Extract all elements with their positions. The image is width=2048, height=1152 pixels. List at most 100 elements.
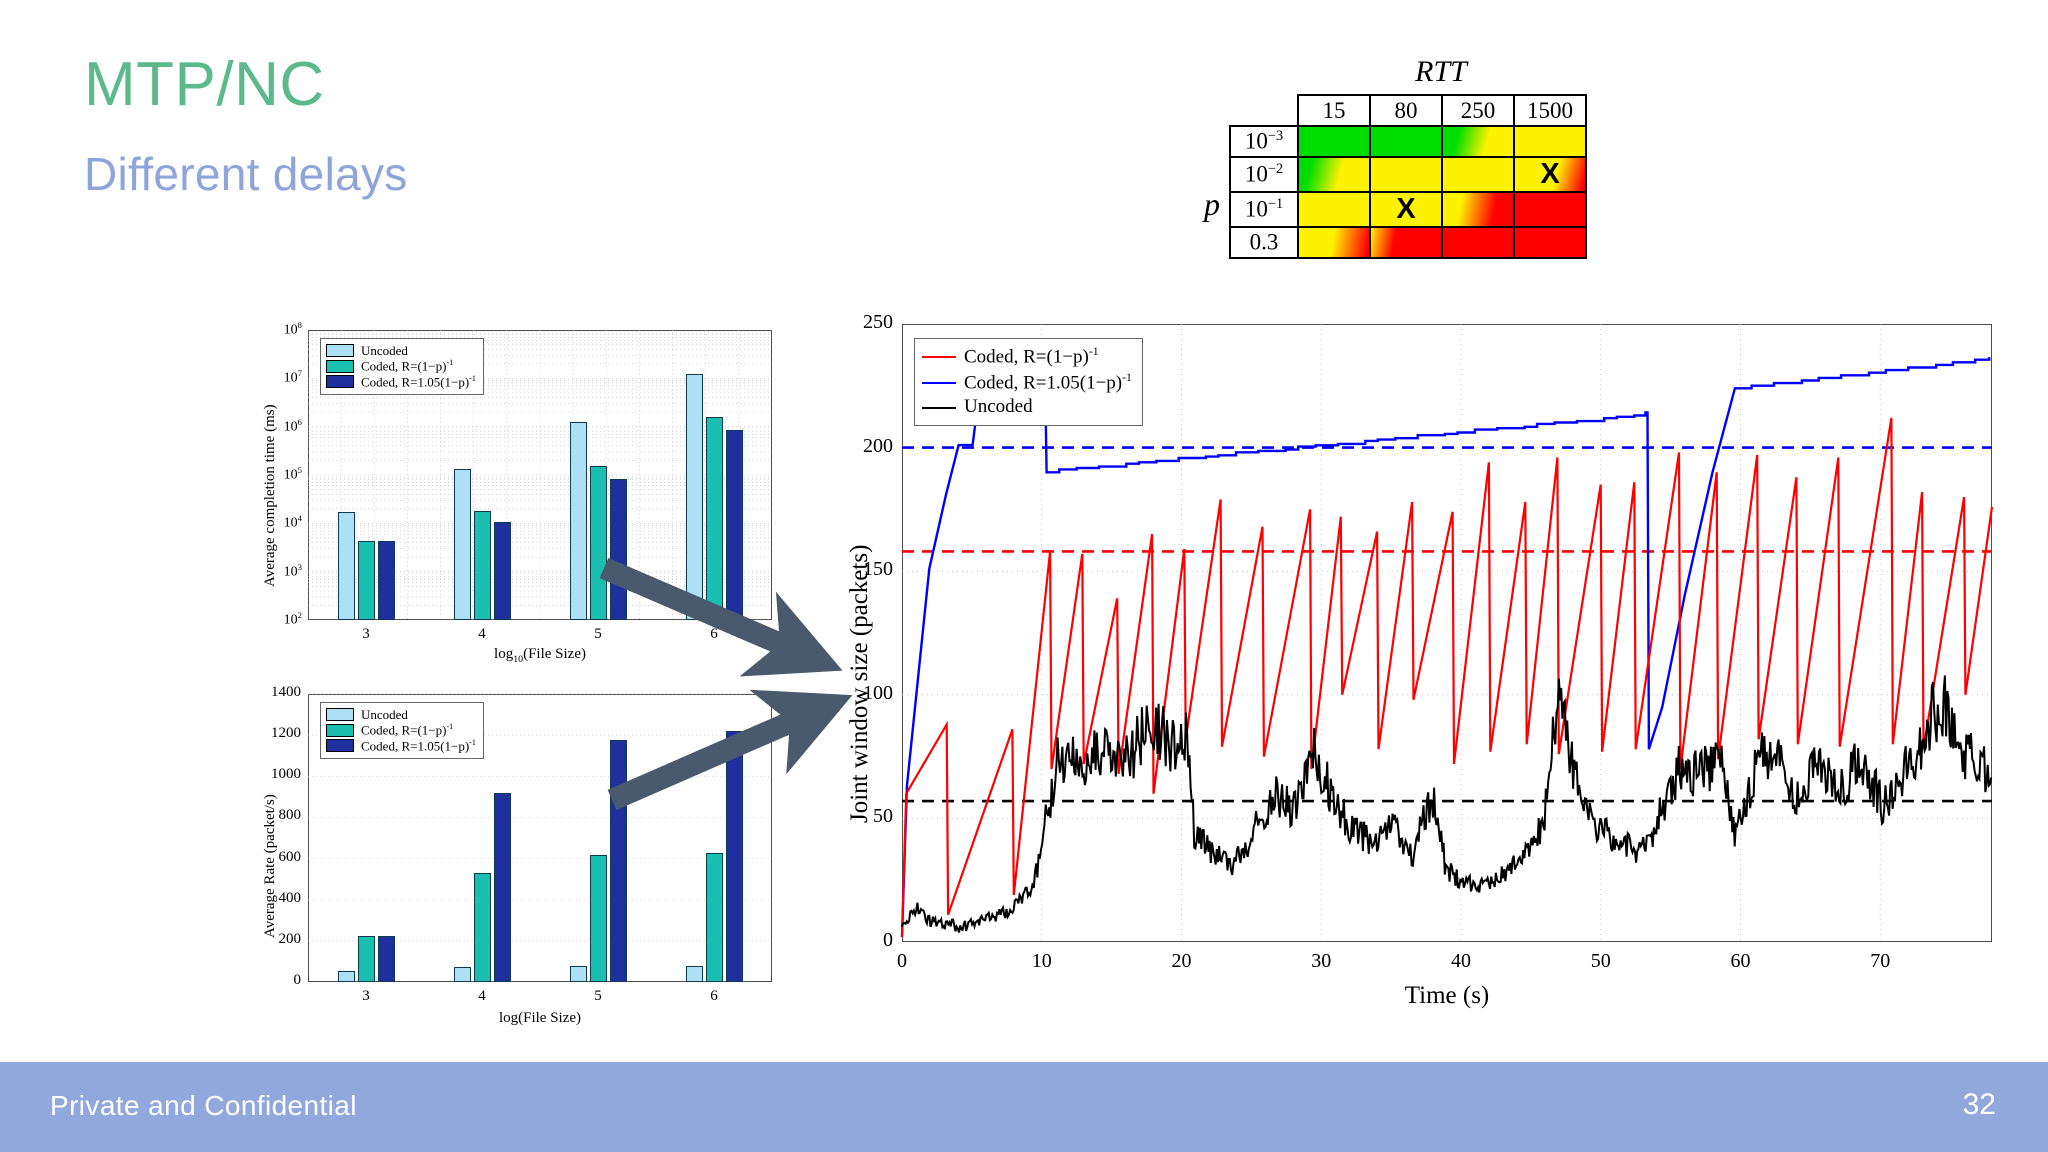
row-label-base: 10 [1244, 161, 1268, 187]
footer-confidentiality-text: Private and Confidential [50, 1090, 357, 1121]
legend-item: Uncoded [326, 343, 476, 358]
bar-coded-r-1-05-1-p-1-6 [725, 731, 743, 982]
ytick-label: 106 [283, 416, 302, 435]
xtick-label: 70 [1870, 950, 1891, 972]
bar-coded-r-1-p-1-5 [589, 854, 607, 982]
bar-coded-r-1-p-1-6 [705, 853, 723, 982]
x-axis-label: log(File Size) [498, 1010, 582, 1026]
rtt-cell-1-2 [1441, 156, 1515, 193]
bar-uncoded-6 [685, 373, 703, 620]
legend-item: Uncoded [922, 395, 1132, 419]
rtt-col-15: 15 [1297, 94, 1371, 127]
footer-bar: Private and Confidential 32 [0, 1062, 2048, 1152]
bar-coded-r-1-05-1-p-1-6 [725, 429, 743, 620]
rtt-caption: RTT [1415, 55, 1467, 88]
page-number: 32 [1962, 1088, 1996, 1121]
legend-line-swatch [922, 381, 956, 384]
xtick-label: 10 [1031, 950, 1052, 972]
legend-label: Coded, R=1.05(1−p)-1 [361, 373, 476, 390]
rtt-table: 15 80 250 1500 10−3 10−2 X 10−1 [1229, 94, 1587, 259]
plot-area [900, 324, 1994, 942]
table-row: 10−2 X [1229, 156, 1587, 193]
completion-time-chart: 102 103 104 105 106 107 108 3 4 5 6 log10(File Size… [240, 318, 780, 678]
legend-line-swatch [922, 406, 956, 409]
rtt-cell-1-0 [1297, 156, 1371, 193]
rtt-cell-1-3: X [1513, 156, 1587, 193]
ytick-label: 150 [863, 558, 893, 581]
legend-item: Coded, R=1.05(1−p)-1 [922, 370, 1132, 396]
row-label-base: 0.3 [1249, 229, 1279, 255]
ytick-label: 1400 [271, 684, 301, 700]
rtt-row-axis-label: p [1204, 186, 1220, 222]
ytick-label: 50 [873, 805, 893, 828]
bar-uncoded-5 [569, 421, 587, 620]
legend-item: Coded, R=(1−p)-1 [922, 344, 1132, 370]
bar-coded-r-1-05-1-p-1-3 [377, 936, 395, 982]
rtt-col-80: 80 [1369, 94, 1443, 127]
ytick-label: 250 [863, 311, 893, 333]
rtt-cell-3-1 [1369, 226, 1443, 259]
row-label-base: 10 [1244, 196, 1268, 222]
xtick-label: 0 [897, 950, 907, 972]
x-axis-label: Time (s) [1404, 982, 1490, 1009]
ytick-label: 102 [283, 610, 302, 628]
legend-item: Coded, R=1.05(1−p)-1 [326, 738, 476, 754]
rtt-row-label-2: 10−1 [1229, 191, 1299, 228]
bar-coded-r-1-05-1-p-1-5 [609, 479, 627, 620]
rtt-row-label-1: 10−2 [1229, 156, 1299, 193]
rtt-mark-2-1: X [1396, 193, 1416, 225]
bar-coded-r-1-p-1-4 [473, 510, 491, 620]
row-label-exp: −3 [1267, 128, 1284, 145]
title-block: MTP/NC Different delays [84, 52, 408, 201]
ytick-label: 200 [863, 434, 893, 457]
ytick-label: 104 [283, 513, 302, 531]
xtick-label: 4 [478, 626, 486, 642]
x-axis-label: log10(File Size) [494, 646, 586, 665]
rtt-col-1500: 1500 [1513, 94, 1587, 127]
ytick-label: 600 [278, 848, 302, 865]
row-label-base: 10 [1244, 128, 1268, 154]
legend-item: Coded, R=(1−p)-1 [326, 358, 476, 374]
y-axis-label: Average completion time (ms) [262, 404, 278, 587]
bar-coded-r-1-p-1-6 [705, 416, 723, 620]
ytick-label: 400 [278, 889, 302, 906]
ytick-label: 200 [278, 930, 302, 947]
bar-uncoded-3 [337, 512, 355, 620]
ytick-label: 103 [283, 561, 302, 580]
bar-uncoded-4 [453, 469, 471, 620]
bar-coded-r-1-05-1-p-1-4 [493, 522, 511, 620]
ytick-label: 105 [283, 465, 302, 483]
bar-coded-r-1-p-1-5 [589, 465, 607, 620]
legend-label: Uncoded [361, 707, 408, 722]
rtt-matrix: RTT p 15 80 250 1500 10−3 10−2 [1195, 55, 1587, 259]
chart-legend: Uncoded Coded, R=(1−p)-1 Coded, R=1.05(1−p… [320, 338, 484, 395]
xtick-label: 60 [1730, 950, 1751, 972]
xtick-label: 4 [478, 988, 486, 1004]
legend-swatch [326, 359, 354, 373]
xtick-label: 6 [710, 988, 718, 1004]
legend-label: Coded, R=(1−p)-1 [361, 358, 454, 374]
table-row: 10−3 [1229, 125, 1587, 158]
rtt-cell-1-1 [1369, 156, 1443, 193]
rtt-cell-2-1: X [1369, 191, 1443, 228]
line-coded-105 [900, 357, 1991, 938]
ytick-label: 1000 [271, 766, 301, 783]
rtt-cell-0-3 [1513, 125, 1587, 158]
table-header-row: 15 80 250 1500 [1230, 94, 1587, 127]
bar-coded-r-1-p-1-4 [473, 872, 491, 982]
rtt-cell-3-0 [1297, 226, 1371, 259]
rtt-cell-3-2 [1441, 226, 1515, 259]
page-subtitle: Different delays [84, 148, 408, 201]
line-coded [900, 417, 1994, 938]
bar-coded-r-1-05-1-p-1-3 [377, 541, 395, 620]
rtt-col-250: 250 [1441, 94, 1515, 127]
legend-label: Uncoded [361, 343, 408, 358]
xtick-label: 6 [710, 626, 718, 642]
rtt-mark-1-3: X [1540, 158, 1560, 190]
ytick-label: 800 [278, 807, 302, 824]
table-row: 0.3 [1229, 226, 1587, 259]
legend-item: Coded, R=(1−p)-1 [326, 722, 476, 738]
y-axis-label: Joint window size (packets) [846, 544, 873, 823]
rtt-cell-0-0 [1297, 125, 1371, 158]
legend-swatch [326, 344, 354, 358]
